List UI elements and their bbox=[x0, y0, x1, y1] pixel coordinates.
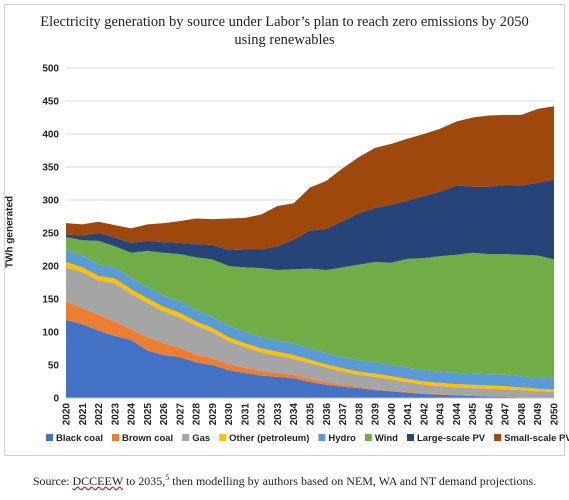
x-tick-label: 2041 bbox=[403, 403, 414, 426]
series-area-small-scale-pv bbox=[66, 106, 554, 251]
x-tick-label: 2038 bbox=[354, 403, 365, 426]
legend-swatch bbox=[364, 434, 372, 441]
x-tick-label: 2030 bbox=[224, 403, 235, 426]
x-tick-label: 2027 bbox=[175, 403, 186, 426]
x-tick-label: 2046 bbox=[484, 403, 495, 426]
legend-swatch bbox=[219, 434, 227, 441]
series-area-hydro bbox=[66, 250, 554, 390]
y-tick-label: 400 bbox=[42, 130, 59, 141]
legend-label: Large-scale PV bbox=[417, 433, 486, 444]
x-tick-label: 2028 bbox=[192, 403, 203, 426]
x-tick-label: 2049 bbox=[533, 403, 544, 426]
source-middle: to 2035, bbox=[122, 474, 166, 488]
x-tick-label: 2045 bbox=[468, 403, 479, 426]
legend-label: Wind bbox=[375, 433, 398, 444]
legend-swatch bbox=[318, 434, 326, 441]
x-tick-label: 2037 bbox=[338, 403, 349, 426]
x-tick-label: 2036 bbox=[322, 403, 333, 426]
x-tick-label: 2024 bbox=[127, 403, 138, 426]
y-tick-label: 350 bbox=[42, 163, 59, 174]
y-tick-label: 500 bbox=[42, 64, 59, 75]
y-tick-label: 50 bbox=[48, 361, 60, 372]
y-tick-label: 150 bbox=[42, 295, 59, 306]
y-ticks: 0 50 100 150 200 250 300 350 400 450 500 bbox=[42, 64, 59, 405]
source-footnote: 5 bbox=[165, 473, 170, 482]
y-tick-label: 450 bbox=[42, 97, 59, 108]
source-prefix: Source: bbox=[32, 474, 73, 488]
x-tick-label: 2035 bbox=[306, 403, 317, 426]
y-tick-label: 100 bbox=[42, 328, 59, 339]
x-tick-label: 2048 bbox=[517, 403, 528, 426]
x-tick-label: 2031 bbox=[240, 403, 251, 426]
chart-title-line-2: using renewables bbox=[234, 32, 335, 48]
x-tick-label: 2034 bbox=[289, 403, 300, 426]
x-tick-label: 2039 bbox=[371, 403, 382, 426]
legend-swatch bbox=[494, 434, 502, 441]
legend-label: Small-scale PV bbox=[504, 433, 569, 444]
x-tick-label: 2042 bbox=[419, 403, 430, 426]
x-tick-label: 2029 bbox=[208, 403, 219, 426]
legend-swatch bbox=[407, 434, 414, 441]
y-tick-label: 300 bbox=[42, 196, 59, 207]
series-areas bbox=[66, 106, 554, 398]
legend-label: Hydro bbox=[328, 433, 356, 444]
series-area-wind bbox=[66, 236, 554, 379]
chart-title: Electricity generation by source under L… bbox=[40, 14, 529, 30]
source-org[interactable]: DCCEEW bbox=[72, 474, 123, 488]
source-suffix: then modelling by authors based on NEM, … bbox=[169, 474, 537, 488]
legend-label: Gas bbox=[192, 433, 210, 444]
legend-swatch bbox=[182, 434, 190, 441]
x-tick-label: 2043 bbox=[436, 403, 447, 426]
x-tick-label: 2047 bbox=[501, 403, 512, 426]
x-tick-label: 2026 bbox=[159, 403, 170, 426]
legend-label: Black coal bbox=[56, 433, 103, 444]
x-tick-label: 2044 bbox=[452, 403, 463, 426]
y-tick-label: 0 bbox=[53, 394, 59, 405]
x-tick-label: 2021 bbox=[78, 403, 89, 426]
legend-swatch bbox=[112, 434, 119, 441]
x-tick-label: 2033 bbox=[273, 403, 284, 426]
series-area-black-coal bbox=[66, 320, 554, 398]
legend-label: Other (petroleum) bbox=[229, 433, 309, 444]
series-area-brown-coal bbox=[66, 301, 554, 398]
source-note: Source: DCCEEW to 2035,5 then modelling … bbox=[0, 473, 569, 489]
legend-label: Brown coal bbox=[122, 433, 173, 444]
series-area-large-scale-pv bbox=[66, 179, 554, 270]
x-tick-label: 2022 bbox=[94, 403, 105, 426]
x-tick-label: 2020 bbox=[62, 403, 73, 426]
y-tick-label: 250 bbox=[42, 229, 59, 240]
x-tick-label: 2025 bbox=[143, 403, 154, 426]
x-tick-label: 2032 bbox=[257, 403, 268, 426]
x-tick-label: 2023 bbox=[110, 403, 121, 426]
series-area-gas bbox=[66, 267, 554, 398]
x-ticks: 2020 2021 2022 2023 2024 2025 2026 2027 2028 2029… bbox=[62, 403, 561, 426]
x-tick-label: 2050 bbox=[550, 403, 561, 426]
x-tick-label: 2040 bbox=[387, 403, 398, 426]
y-tick-label: 200 bbox=[42, 262, 59, 273]
legend: Black coal Brown coal Gas Other (petroleum)… bbox=[46, 433, 569, 444]
legend-swatch bbox=[46, 434, 53, 441]
